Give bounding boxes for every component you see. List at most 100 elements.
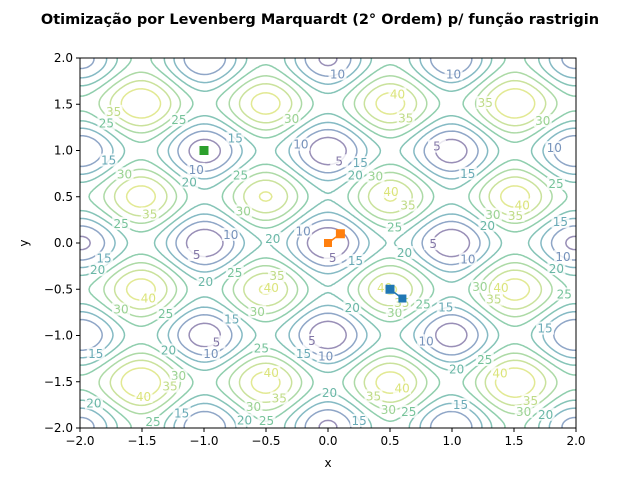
- contour-label-bg: [506, 208, 525, 222]
- contour-label-bg: [436, 300, 455, 314]
- contour-label-5: 5: [429, 237, 437, 251]
- contour-label-bg: [257, 414, 276, 428]
- contour-label-10: 10: [295, 224, 310, 238]
- contour-label-25: 25: [401, 405, 416, 419]
- contour-label-40: 40: [264, 366, 279, 380]
- y-tick-label: −2.0: [44, 421, 73, 435]
- contour-label-bg: [95, 251, 114, 265]
- contour-label-bg: [156, 306, 175, 320]
- contour-label-bg: [475, 352, 494, 366]
- contour-label-20: 20: [397, 246, 412, 260]
- contour-label-35: 35: [269, 269, 284, 283]
- contour-label-bg: [393, 381, 412, 395]
- contour-label-10: 10: [446, 67, 461, 81]
- path-point-0: [398, 294, 407, 303]
- contour-label-5: 5: [193, 248, 201, 262]
- contour-label-15: 15: [101, 154, 116, 168]
- contour-label-bg: [343, 301, 362, 315]
- y-axis: −2.0 −1.5 −1.0 −0.5 0.0 0.5 1.0 1.5 2.0: [44, 51, 80, 435]
- contour-label-bg: [350, 413, 369, 427]
- contour-label-5: 5: [308, 334, 316, 348]
- contour-label-bg: [328, 67, 347, 81]
- contour-label-bg: [417, 334, 436, 348]
- contour-label-35: 35: [106, 105, 121, 119]
- contour-label-30: 30: [368, 169, 383, 183]
- contour-label-bg: [483, 207, 502, 221]
- contour-label-20: 20: [198, 275, 213, 289]
- contour-label-25: 25: [259, 414, 274, 428]
- contour-label-bg: [521, 393, 540, 407]
- contour-label-25: 25: [548, 177, 563, 191]
- contour-label-30: 30: [387, 306, 402, 320]
- contour-label-30: 30: [485, 208, 500, 222]
- contour-label-25: 25: [145, 415, 160, 429]
- path-point-0: [385, 284, 395, 294]
- contour-label-bg: [458, 252, 477, 266]
- x-tick-label: −0.5: [251, 434, 280, 448]
- contour-label-bg: [323, 250, 342, 264]
- y-tick-label: 1.5: [54, 97, 73, 111]
- contour-label-30: 30: [472, 280, 487, 294]
- contour-label-20: 20: [161, 344, 176, 358]
- x-tick-label: 1.0: [442, 434, 461, 448]
- contour-label-bg: [484, 292, 503, 306]
- contour-label-25: 25: [99, 117, 114, 131]
- contour-label-bg: [536, 407, 555, 421]
- contour-label-bg: [97, 116, 116, 130]
- contour-label-15: 15: [88, 347, 103, 361]
- contour-label-40: 40: [394, 381, 409, 395]
- x-tick-label: 0.5: [380, 434, 399, 448]
- contour-label-bg: [444, 67, 463, 81]
- contour-label-bg: [491, 281, 510, 295]
- contour-label-20: 20: [237, 414, 252, 428]
- contour-label-bg: [294, 346, 313, 360]
- contour-label-bg: [134, 390, 153, 404]
- path-point-1: [335, 229, 345, 239]
- contour-label-20: 20: [538, 408, 553, 422]
- contour-label-bg: [263, 232, 282, 246]
- contour-label-35: 35: [400, 198, 415, 212]
- contour-label-20: 20: [182, 175, 197, 189]
- contour-label-bg: [399, 404, 418, 418]
- contour-label-10: 10: [203, 347, 218, 361]
- contour-label-bg: [104, 104, 123, 118]
- contour-label-25: 25: [233, 168, 248, 182]
- contour-label-30: 30: [171, 369, 186, 383]
- contour-label-bg: [385, 220, 404, 234]
- contour-label-15: 15: [353, 156, 368, 170]
- contour-label-40: 40: [493, 281, 508, 295]
- contour-label-40: 40: [515, 199, 530, 213]
- contour-label-25: 25: [227, 266, 242, 280]
- contour-label-bg: [294, 224, 313, 238]
- contour-label-15: 15: [174, 407, 189, 421]
- contour-label-35: 35: [398, 111, 413, 125]
- contour-label-bg: [169, 113, 188, 127]
- contour-label-bg: [554, 250, 573, 264]
- contour-label-bg: [458, 166, 477, 180]
- contour-label-bg: [225, 265, 244, 279]
- contour-label-bg: [395, 245, 414, 259]
- contour-label-bg: [388, 87, 407, 101]
- contour-label-bg: [112, 216, 131, 230]
- x-tick-label: 0.0: [318, 434, 337, 448]
- contour-label-20: 20: [348, 169, 363, 183]
- contour-label-bg: [187, 248, 206, 262]
- contour-label-10: 10: [555, 250, 570, 264]
- contour-label-30: 30: [246, 400, 261, 414]
- contour-label-bg: [514, 404, 533, 418]
- contour-label-15: 15: [296, 347, 311, 361]
- contour-label-10: 10: [547, 141, 562, 155]
- contour-label-30: 30: [250, 305, 265, 319]
- contour-label-5: 5: [329, 251, 337, 265]
- contour-label-30: 30: [113, 303, 128, 317]
- contour-label-bg: [201, 347, 220, 361]
- contour-label-bg: [427, 139, 446, 153]
- y-tick-label: −0.5: [44, 282, 73, 296]
- contour-label-35: 35: [162, 380, 177, 394]
- contour-label-bg: [478, 218, 497, 232]
- contour-label-15: 15: [537, 322, 552, 336]
- contour-label-bg: [221, 227, 240, 241]
- contour-label-bg: [476, 96, 495, 110]
- contour-label-30: 30: [284, 112, 299, 126]
